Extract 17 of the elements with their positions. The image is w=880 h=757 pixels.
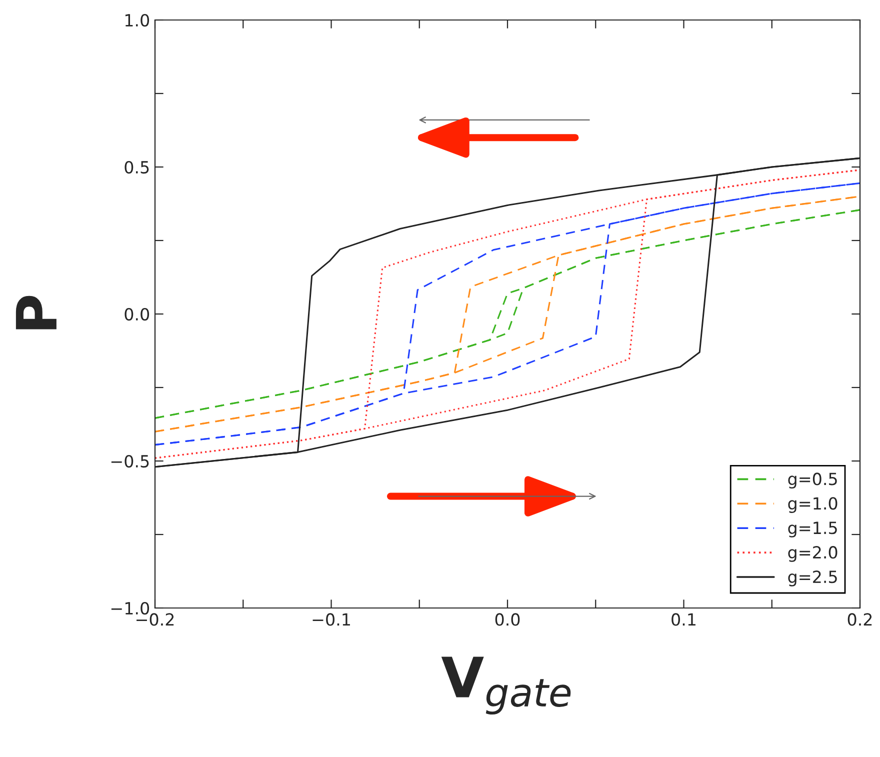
legend-label: g=2.0	[788, 546, 838, 562]
y-tick-label: 0.0	[124, 308, 150, 321]
y-tick-label: −0.5	[111, 454, 149, 468]
x-tick-label: −0.1	[312, 613, 350, 626]
x-tick-label: 0.1	[672, 613, 696, 626]
x-tick-label: 0.0	[495, 613, 520, 626]
legend-label: g=1.5	[788, 522, 837, 538]
legend-label: g=0.5	[788, 472, 837, 488]
y-tick-label: −1.0	[111, 602, 150, 615]
legend-label: g=1.0	[788, 497, 838, 513]
y-tick-label: 1.0	[125, 14, 150, 27]
x-axis-title: V$_{gate}$	[441, 656, 571, 714]
legend-label: g=2.5	[788, 570, 837, 586]
x-tick-label: 0.2	[848, 613, 872, 626]
y-tick-label: 0.5	[124, 160, 149, 174]
x-tick-label: −0.2	[136, 613, 174, 626]
y-axis-title: P	[16, 296, 56, 330]
